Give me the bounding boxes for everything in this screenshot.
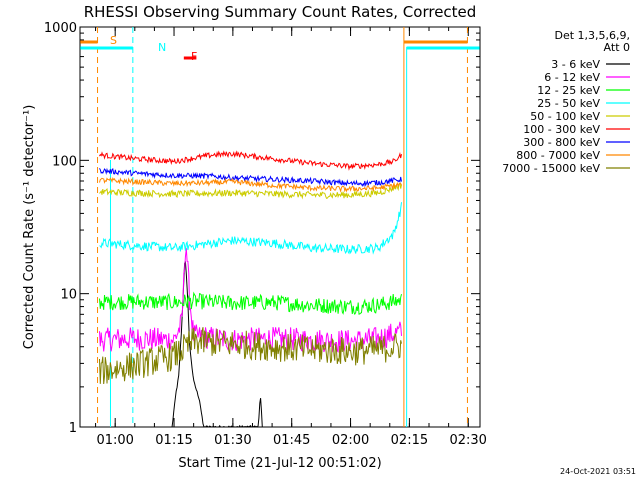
y-tick-label: 1000 [44,21,77,36]
plot-frame [79,26,481,428]
legend-label: 7000 - 15000 keV [502,162,600,175]
y-axis: 1 10 100 1000 [44,21,480,436]
x-tick-label: 01:30 [214,433,251,448]
interval-markers: S N F [80,27,480,427]
legend-label: 6 - 12 keV [544,71,600,84]
series-line [99,202,402,255]
x-tick-label: 01:15 [155,433,192,448]
annotation-label: S [110,34,117,47]
x-tick-label: 02:00 [332,433,369,448]
legend-label: 300 - 800 keV [523,136,600,149]
x-tick-label: 02:15 [391,433,428,448]
series-line [99,181,402,200]
x-tick-label: 02:30 [449,433,486,448]
annotation-label: N [158,41,166,54]
legend-label: 800 - 7000 keV [516,149,600,162]
x-axis-label: Start Time (21-Jul-12 00:51:02) [178,456,381,471]
legend-label: 12 - 25 keV [537,84,600,97]
y-tick-label: 1 [69,421,77,436]
series-line [99,167,402,188]
x-tick-label: 01:45 [273,433,310,448]
series-line [99,327,402,385]
legend-label: 100 - 300 keV [523,123,600,136]
series-line [99,291,402,316]
legend-label: 25 - 50 keV [537,97,600,110]
x-tick-label: 01:00 [96,433,133,448]
series-layer [99,150,402,428]
series-line [171,261,263,428]
y-axis-label: Corrected Count Rate (s⁻¹ detector⁻¹) [22,105,37,350]
legend-label: 3 - 6 keV [551,58,600,71]
legend-header-line2: Att 0 [604,41,630,54]
chart-title: RHESSI Observing Summary Count Rates, Co… [84,3,477,21]
legend-header-line1: Det 1,3,5,6,9, [554,29,630,42]
legend-label: 50 - 100 keV [530,110,600,123]
series-line [99,150,402,171]
timestamp: 24-Oct-2021 03:51 [560,467,636,476]
annotation-label: F [191,50,197,63]
y-tick-label: 100 [52,154,77,169]
x-axis: 01:00 01:15 01:30 01:45 02:00 02:15 02:30 [95,27,487,448]
series-line [99,248,402,353]
y-tick-label: 10 [60,288,77,303]
series-line [99,177,402,193]
